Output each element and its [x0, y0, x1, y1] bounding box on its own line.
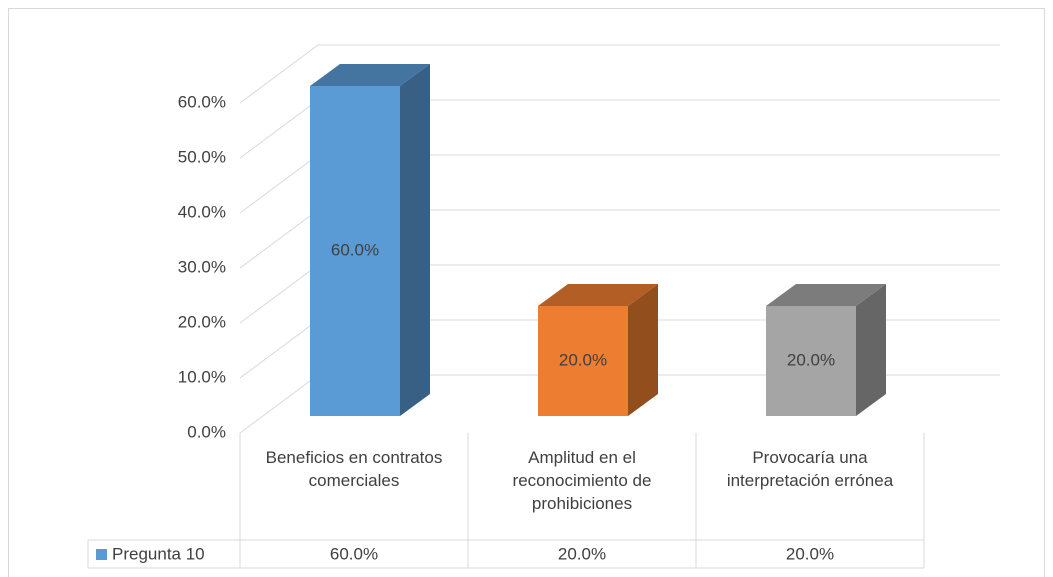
table-value: 20.0%: [786, 544, 834, 563]
legend-swatch: [96, 549, 107, 560]
bar: [766, 306, 856, 416]
data-label: 20.0%: [787, 350, 835, 369]
y-tick-label: 20.0%: [178, 312, 226, 331]
x-tick-label: Beneficios en contratos comerciales: [265, 448, 443, 490]
legend-label: Pregunta 10: [112, 544, 205, 563]
data-label: 20.0%: [559, 350, 607, 369]
bar: [538, 306, 628, 416]
bar-top: [310, 64, 430, 86]
table-value: 60.0%: [330, 544, 378, 563]
bar-top: [766, 284, 886, 306]
bar-side: [400, 64, 430, 416]
y-tick-label: 50.0%: [178, 147, 226, 166]
bar-side: [628, 284, 658, 416]
x-tick-label: Provocaría una interpretación errónea: [726, 448, 894, 490]
bar-top: [538, 284, 658, 306]
chart-border: [8, 8, 1045, 577]
bar-side: [856, 284, 886, 416]
bar: [310, 86, 400, 416]
x-tick-label: Amplitud en el reconocimiento de prohibi…: [512, 448, 652, 513]
y-tick-label: 0.0%: [187, 422, 226, 441]
table-value: 20.0%: [558, 544, 606, 563]
y-tick-label: 30.0%: [178, 257, 226, 276]
data-label: 60.0%: [331, 240, 379, 259]
y-tick-label: 60.0%: [178, 92, 226, 111]
grid-line: [239, 44, 1000, 104]
y-tick-label: 10.0%: [178, 367, 226, 386]
y-tick-label: 40.0%: [178, 202, 226, 221]
